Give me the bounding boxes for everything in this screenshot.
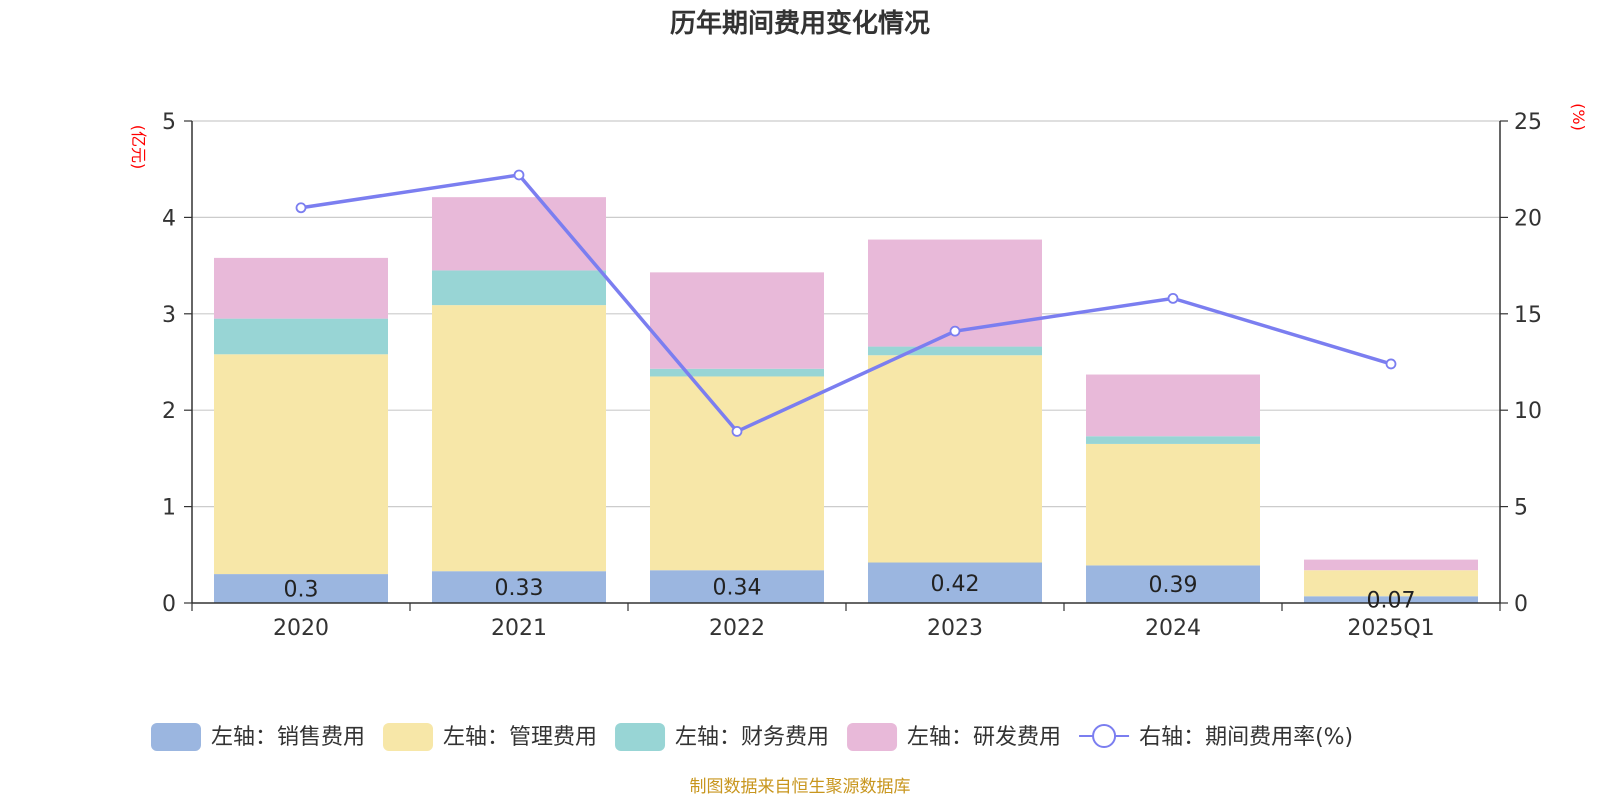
left-axis-tick-label: 5 xyxy=(162,110,176,135)
bar-segment-1 xyxy=(650,570,824,603)
left-axis-tick-label: 0 xyxy=(162,592,176,617)
rate-point xyxy=(949,325,961,337)
legend-label-3: 左轴：财务费用 xyxy=(675,725,829,750)
bar-data-label: 0.33 xyxy=(495,576,544,601)
legend-swatch-4 xyxy=(847,723,898,751)
bar-data-label: 0.39 xyxy=(1149,573,1198,598)
data-labels: 0.3 0.33 0.34 0.42 0.39 0.07 xyxy=(284,572,1416,614)
bar-segment-2 xyxy=(214,354,388,575)
x-axis-tick-label: 2020 xyxy=(273,616,329,641)
grid-lines xyxy=(192,120,1500,508)
bar-segment-2 xyxy=(650,376,824,571)
x-axis-tick-label: 2023 xyxy=(927,616,983,641)
bar-segment-3 xyxy=(868,346,1042,356)
data-source-note: 制图数据来自恒生聚源数据库 xyxy=(690,777,911,797)
left-axis-tick-label: 2 xyxy=(162,399,176,424)
bar-segment-4 xyxy=(1086,374,1260,437)
legend-swatch-2 xyxy=(383,723,434,751)
left-axis-tick-label: 3 xyxy=(162,303,176,328)
bar-data-label: 0.07 xyxy=(1367,589,1416,614)
right-axis-tick-label: 15 xyxy=(1514,303,1542,328)
rate-point xyxy=(1167,292,1179,304)
x-axis-tick-label: 2022 xyxy=(709,616,765,641)
rate-point xyxy=(513,169,525,181)
right-axis-tick-label: 0 xyxy=(1514,592,1528,617)
x-axis-tick-label: 2024 xyxy=(1145,616,1201,641)
legend-label-2: 左轴：管理费用 xyxy=(443,725,597,750)
bar-segment-1 xyxy=(214,574,388,603)
bar-segment-1 xyxy=(1304,596,1478,603)
bar-segment-2 xyxy=(868,355,1042,563)
right-axis-tick-label: 5 xyxy=(1514,496,1528,521)
bar-series xyxy=(214,197,1478,603)
right-axis-tick-label: 20 xyxy=(1514,206,1542,231)
legend-swatch-3 xyxy=(615,723,666,751)
bar-segment-4 xyxy=(214,257,388,319)
chart-title: 历年期间费用变化情况 xyxy=(670,8,930,39)
bar-segment-4 xyxy=(1304,559,1478,571)
legend-swatch-1 xyxy=(151,723,201,751)
bar-segment-2 xyxy=(432,305,606,572)
bar-segment-1 xyxy=(432,571,606,603)
rate-point xyxy=(731,426,743,437)
x-axis-tick-label: 2025Q1 xyxy=(1347,616,1434,641)
bar-segment-4 xyxy=(650,272,824,369)
rate-line-series xyxy=(295,169,1397,437)
legend-label-5: 右轴：期间费用率(%) xyxy=(1139,725,1353,750)
rate-point xyxy=(295,202,307,214)
bar-segment-3 xyxy=(650,368,824,377)
bar-segment-3 xyxy=(214,318,388,355)
left-axis-tick-label: 4 xyxy=(162,206,176,231)
bar-segment-1 xyxy=(1086,565,1260,603)
bar-segment-3 xyxy=(432,270,606,306)
left-axis-unit: (亿元) xyxy=(129,125,148,170)
right-axis-unit: (%) xyxy=(1569,103,1588,131)
rate-point xyxy=(1385,358,1397,370)
rate-line xyxy=(300,173,1392,434)
legend-label-1: 左轴：销售费用 xyxy=(211,725,365,750)
bar-segment-2 xyxy=(1304,570,1478,597)
legend: 左轴：销售费用 左轴：管理费用 左轴：财务费用 左轴：研发费用 右轴：期间费用率(%) xyxy=(151,723,1353,751)
x-axis-tick-label: 2021 xyxy=(491,616,547,641)
left-axis-tick-label: 1 xyxy=(162,496,176,521)
bar-segment-4 xyxy=(432,197,606,271)
legend-marker-swatch xyxy=(1092,724,1117,748)
bar-segment-1 xyxy=(868,562,1042,603)
legend-label-4: 左轴：研发费用 xyxy=(907,725,1061,750)
bar-data-label: 0.3 xyxy=(284,578,319,603)
bar-data-label: 0.42 xyxy=(931,572,980,597)
right-axis-tick-label: 25 xyxy=(1514,110,1542,135)
bar-segment-3 xyxy=(1086,436,1260,444)
bar-segment-2 xyxy=(1086,443,1260,566)
axes: 0 1 2 3 4 5 0 5 10 15 20 25 2020 2021 2022 2023 2024 2025… xyxy=(162,110,1542,641)
right-axis-tick-label: 10 xyxy=(1514,399,1542,424)
bar-data-label: 0.34 xyxy=(713,576,762,601)
